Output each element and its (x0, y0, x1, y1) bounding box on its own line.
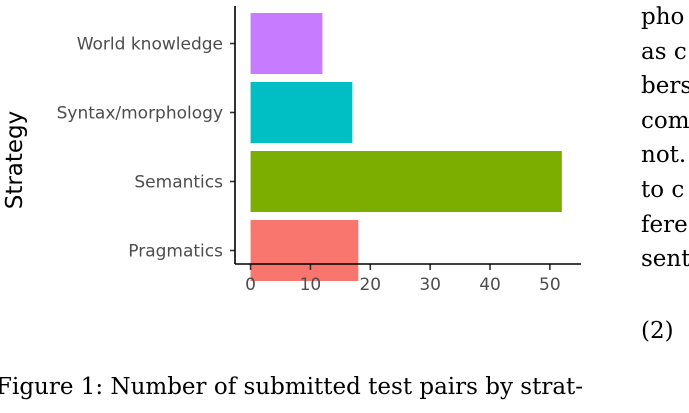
x-tick-label: 50 (539, 275, 561, 295)
side-text-line: pho (641, 4, 685, 30)
y-axis-title: Strategy (2, 111, 28, 210)
side-text-line: not. (641, 142, 687, 169)
y-tick-label: Semantics (134, 173, 223, 193)
side-text-line: fere (641, 211, 688, 238)
bar-chart: Strategy World knowledge Syntax/morpholog… (2, 6, 581, 295)
x-tick-label: 0 (245, 275, 256, 295)
y-tick-label: Syntax/morphology (57, 104, 223, 124)
bar (250, 151, 562, 212)
figure-caption: Figure 1: Number of submitted test pairs… (0, 374, 584, 400)
side-text-line: to c (641, 176, 685, 203)
side-text-line: as c (641, 38, 687, 65)
x-tick-label: 10 (300, 275, 322, 295)
x-tick-label: 20 (359, 275, 381, 295)
y-tick-label: Pragmatics (128, 242, 223, 262)
side-text-line: sent (641, 246, 689, 273)
y-tick-label: World knowledge (77, 35, 223, 55)
side-text-line: bers (641, 73, 689, 100)
x-tick-label: 30 (419, 275, 441, 295)
bar (250, 13, 323, 74)
bar (250, 220, 359, 281)
bar (250, 82, 353, 143)
side-text-column: pho as c bers com not. to c fere sent (641, 0, 689, 277)
side-text-line: com (641, 107, 689, 134)
x-tick-label: 40 (479, 275, 501, 295)
equation-number: (2) (641, 318, 674, 344)
